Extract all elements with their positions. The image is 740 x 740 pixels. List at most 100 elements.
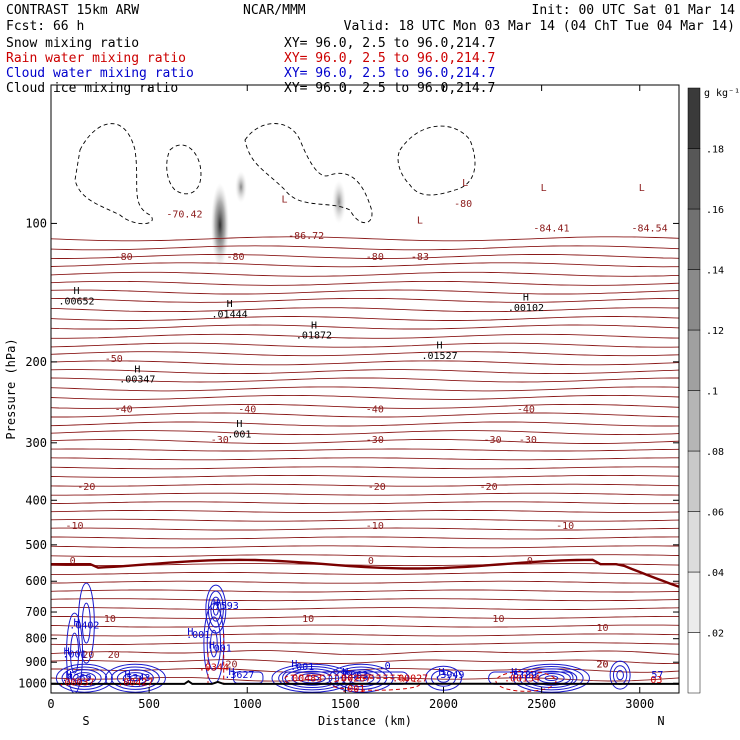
snow-max-marker: H xyxy=(236,419,242,430)
cloud-water-max-value: .6063 xyxy=(338,670,368,681)
snow-max-marker: H xyxy=(311,320,317,331)
snow-max-marker: H xyxy=(437,341,443,352)
isotherm xyxy=(51,650,679,656)
isotherm xyxy=(51,262,679,268)
cloud-water-ring xyxy=(77,582,95,664)
cloud-water-ring xyxy=(116,669,154,688)
isotherm xyxy=(51,624,679,628)
colorbar-tick-label: .16 xyxy=(706,205,724,216)
field-name-rain: Rain water mixing ratio xyxy=(6,51,186,66)
colorbar-tick-label: .06 xyxy=(706,508,724,519)
rain-max-value: .001 xyxy=(341,684,365,695)
rain-max-value: .00267 xyxy=(335,674,371,685)
temperature-label: -10 xyxy=(556,521,574,532)
x-tick-label: 2000 xyxy=(429,697,458,711)
snow-max-marker: H xyxy=(134,364,140,375)
isotherm xyxy=(51,589,679,593)
y-tick-label: 100 xyxy=(25,216,47,230)
rain-max-value: .0344 xyxy=(199,662,229,673)
cloud-water-max-value: .3627 xyxy=(224,670,254,681)
colorbar: .02 .04 .06 .08 .1 .12 .14 .16 .18 g kg⁻¹ xyxy=(687,87,740,694)
temperature-label: 10 xyxy=(302,614,314,625)
plot-frame xyxy=(50,84,680,694)
cloud-water-max-marker: H xyxy=(64,647,70,658)
x-axis-label: Distance (km) xyxy=(318,714,412,728)
x-tick-label: 0 xyxy=(47,697,54,711)
cloud-water-max-value: .3949 xyxy=(434,670,464,681)
field-xy-cloud-water: XY= 96.0, 2.5 to 96.0,214.7 xyxy=(284,66,495,81)
cloud-water-max-marker: H xyxy=(187,627,193,638)
terrain-profile xyxy=(51,679,679,685)
y-tick-label: 500 xyxy=(25,538,47,552)
x-tick-label: 2500 xyxy=(527,697,556,711)
cloud-water-ring xyxy=(616,669,624,681)
isotherm xyxy=(51,351,679,357)
ice-contour-center-b xyxy=(244,123,373,223)
cloud-water-max-value: .5343 xyxy=(120,673,150,684)
isotherm xyxy=(51,271,679,277)
cloud-water-ring xyxy=(206,616,222,671)
cloud-water-max-marker: H xyxy=(229,667,235,678)
temperature-label: -30 xyxy=(211,435,229,446)
center-name: NCAR/MMM xyxy=(243,3,306,18)
ice-contour-west xyxy=(74,123,153,225)
snow-max-marker: H xyxy=(73,286,79,297)
north-label: N xyxy=(657,714,664,728)
cloud-water-max-value: .001 xyxy=(208,643,232,654)
cloud-water-max-marker: H xyxy=(439,667,445,678)
cloud-water-ring xyxy=(609,660,631,690)
isotherm xyxy=(51,536,679,540)
temperature-label: -20 xyxy=(480,482,498,493)
x-axis: 0 500 1000 1500 2000 2500 3000 xyxy=(47,85,654,711)
cloud-water-max-value: .001 xyxy=(186,630,210,641)
field-xy-snow: XY= 96.0, 2.5 to 96.0,214.7 xyxy=(284,36,495,51)
cloud-water-max-marker: H xyxy=(213,598,219,609)
isotherm xyxy=(51,254,679,259)
partial-label: .0 xyxy=(379,661,391,672)
isotherm xyxy=(51,642,679,646)
cloud-water-max-value: .0402 xyxy=(69,620,99,631)
isotherm xyxy=(51,245,679,251)
cloud-water-max-value: .7593 xyxy=(209,601,239,612)
cloud-water-ring xyxy=(431,669,456,687)
isotherm xyxy=(51,633,679,637)
isotherm xyxy=(51,509,679,513)
snow-shade-upper xyxy=(235,171,247,203)
temperature-label: 20 xyxy=(596,660,608,671)
colorbar-tick-label: .04 xyxy=(706,568,724,579)
cloud-water-max-marker: H xyxy=(209,640,215,651)
low-marker: L xyxy=(639,183,645,194)
cloud-water-ring xyxy=(212,602,219,616)
temperature-label: -40 xyxy=(366,405,384,416)
temperature-label: 20 xyxy=(82,650,94,661)
snow-max-value: .01527 xyxy=(422,351,458,362)
colorbar-cell xyxy=(687,87,701,149)
rain-max-value: .00483 xyxy=(286,674,322,685)
cloud-ice-contours xyxy=(74,123,476,225)
isotherm xyxy=(51,554,679,558)
snow-max-marker: H xyxy=(523,293,529,304)
y-tick-label: 300 xyxy=(25,436,47,450)
isotherm xyxy=(51,466,679,470)
y-tick-label: 800 xyxy=(25,632,47,646)
isotherm xyxy=(51,501,679,505)
ice-contour-center-a xyxy=(166,144,202,195)
cloud-water-ring xyxy=(210,629,218,658)
isotherm xyxy=(51,430,679,436)
snow-max-value: .01872 xyxy=(296,331,332,342)
init-time: Init: 00 UTC Sat 01 Mar 14 xyxy=(532,3,736,18)
temperature-label: -50 xyxy=(105,354,123,365)
isotherm xyxy=(51,412,679,418)
low-marker: L xyxy=(462,178,468,189)
isotherm xyxy=(51,457,679,461)
colorbar-tick-label: .14 xyxy=(706,266,724,277)
isotherm xyxy=(51,615,679,619)
temperature-label: -40 xyxy=(517,405,535,416)
temperature-label: 0 xyxy=(368,556,374,567)
field-xy-cloud-ice: XY= 96.0, 2.5 to 96.0,214.7 xyxy=(284,81,495,96)
cloud-water-ring xyxy=(81,602,91,644)
cloud-water-max-marker: H xyxy=(125,670,131,681)
isotherm xyxy=(51,342,679,348)
